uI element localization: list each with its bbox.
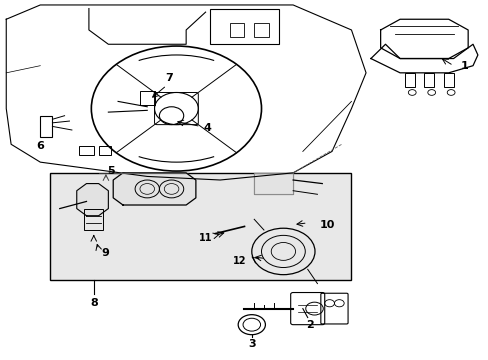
Bar <box>254 173 292 194</box>
Polygon shape <box>254 173 292 194</box>
Text: 11: 11 <box>199 233 212 243</box>
Bar <box>140 91 154 105</box>
Text: 1: 1 <box>460 61 468 71</box>
Bar <box>229 23 244 37</box>
Bar <box>40 116 52 137</box>
Bar <box>254 23 268 37</box>
Text: 3: 3 <box>247 339 255 349</box>
Bar <box>443 73 453 87</box>
Text: 12: 12 <box>233 256 246 266</box>
Text: 8: 8 <box>90 298 98 308</box>
Bar <box>404 73 414 87</box>
Bar <box>99 146 111 155</box>
Bar <box>50 173 351 280</box>
Text: 5: 5 <box>107 166 114 176</box>
Bar <box>210 9 278 44</box>
Bar <box>84 208 103 230</box>
Text: 6: 6 <box>36 141 44 151</box>
Text: 7: 7 <box>165 73 173 83</box>
Text: 2: 2 <box>305 320 313 330</box>
Text: 9: 9 <box>101 248 109 258</box>
Polygon shape <box>77 184 108 216</box>
Text: 4: 4 <box>203 123 211 133</box>
Bar <box>424 73 433 87</box>
Text: 10: 10 <box>319 220 335 230</box>
Bar <box>79 146 94 155</box>
Polygon shape <box>113 173 196 205</box>
